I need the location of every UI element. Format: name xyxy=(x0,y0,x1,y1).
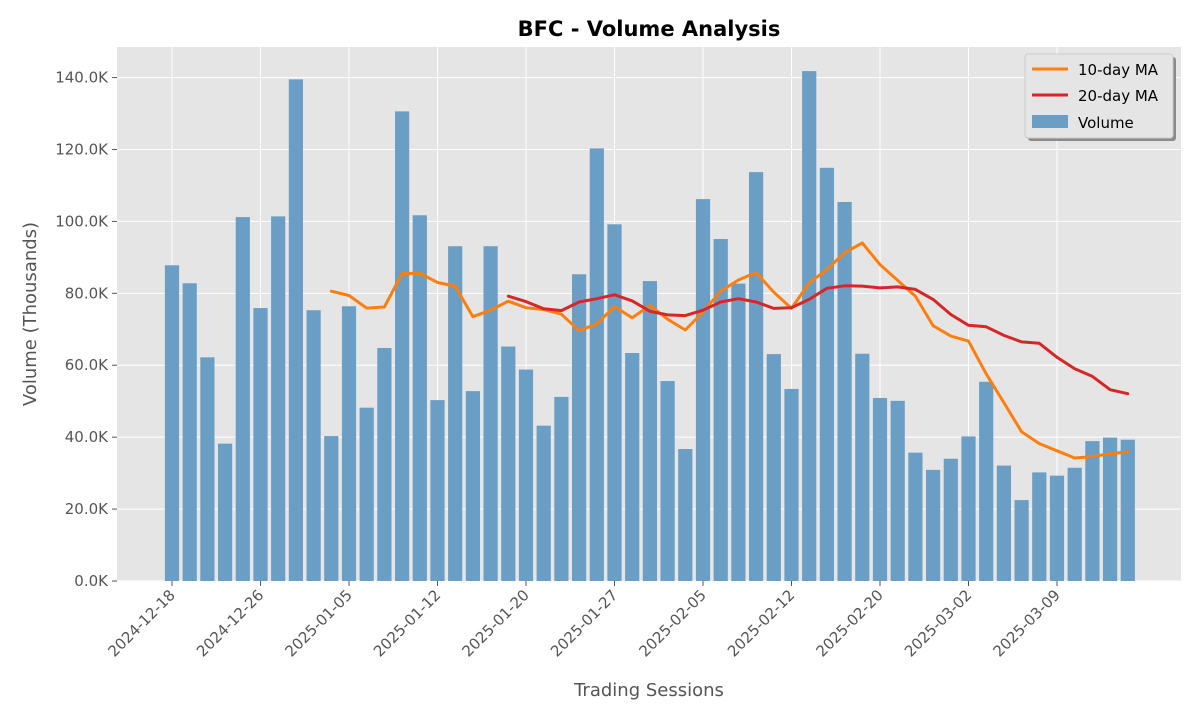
x-tick-label: 2024-12-26 xyxy=(193,586,267,660)
volume-bar xyxy=(872,397,888,581)
volume-bar xyxy=(1085,441,1100,581)
volume-bar xyxy=(306,310,321,581)
y-tick-label: 100.0K xyxy=(55,212,109,230)
volume-bar xyxy=(1014,500,1029,581)
volume-bar xyxy=(377,347,392,581)
volume-bar xyxy=(341,306,357,581)
y-tick-label: 120.0K xyxy=(55,140,109,158)
y-axis-label: Volume (Thousands) xyxy=(20,222,41,406)
volume-bar xyxy=(200,357,215,581)
volume-bar xyxy=(979,381,994,581)
y-tick-label: 20.0K xyxy=(65,500,109,518)
volume-bar xyxy=(731,283,746,581)
volume-bar xyxy=(412,215,427,582)
volume-bar xyxy=(607,224,622,581)
volume-bar xyxy=(554,396,569,581)
volume-bar xyxy=(218,443,233,581)
legend: 10-day MA 20-day MA Volume xyxy=(1024,53,1176,141)
volume-bar xyxy=(625,353,640,581)
x-tick-label: 2025-01-12 xyxy=(370,586,444,660)
volume-bar xyxy=(1067,467,1082,581)
volume-bar xyxy=(908,452,923,581)
x-axis-label: Trading Sessions xyxy=(573,680,724,701)
volume-bar xyxy=(819,167,834,581)
x-tick-label: 2024-12-18 xyxy=(104,586,178,660)
x-tick-label: 2025-02-20 xyxy=(812,586,886,660)
volume-bar xyxy=(288,79,303,581)
y-tick-label: 40.0K xyxy=(65,428,109,446)
volume-bar xyxy=(802,71,817,581)
volume-bar xyxy=(518,369,534,581)
volume-bar xyxy=(943,458,958,581)
volume-bar xyxy=(890,400,905,581)
volume-bar xyxy=(324,436,339,581)
moving-average-lines xyxy=(329,241,1130,460)
volume-bar xyxy=(271,216,286,581)
ma20-line xyxy=(506,284,1130,396)
volume-bar xyxy=(855,353,870,581)
x-tick-label: 2025-01-05 xyxy=(281,586,355,660)
y-tick-label: 80.0K xyxy=(65,284,109,302)
x-tick-label: 2025-01-27 xyxy=(547,586,621,660)
volume-bar xyxy=(996,465,1011,581)
y-tick-label: 0.0K xyxy=(74,572,109,590)
volume-bar xyxy=(660,381,675,581)
volume-bar xyxy=(749,172,764,581)
legend-swatch-volume xyxy=(1032,115,1068,128)
x-tick-label: 2025-03-02 xyxy=(901,586,975,660)
x-tick-label: 2025-03-09 xyxy=(989,586,1063,660)
volume-bar xyxy=(678,449,693,581)
volume-bar xyxy=(926,469,941,581)
volume-bar xyxy=(589,148,604,581)
volume-bar xyxy=(235,217,250,582)
volume-bar xyxy=(1120,439,1135,581)
volume-bar xyxy=(395,111,410,581)
y-tick-label: 60.0K xyxy=(65,356,109,374)
volume-bar xyxy=(182,283,197,581)
volume-bar xyxy=(501,346,516,581)
volume-bar xyxy=(536,425,551,581)
x-axis-ticks: 2024-12-18 2024-12-26 2025-01-05 2025-01-12… xyxy=(104,581,1064,660)
legend-label-ma10: 10-day MA xyxy=(1078,61,1159,79)
volume-bar xyxy=(1049,475,1065,581)
legend-label-volume: Volume xyxy=(1078,114,1134,132)
volume-bar xyxy=(784,388,799,581)
volume-bar xyxy=(448,246,463,581)
volume-bar xyxy=(713,239,728,582)
ma10-line xyxy=(329,241,1130,460)
volume-bar xyxy=(572,274,587,581)
volume-bars xyxy=(164,71,1135,582)
x-tick-label: 2025-02-05 xyxy=(635,586,709,660)
volume-bar xyxy=(766,354,781,581)
volume-bar xyxy=(961,436,976,581)
volume-bar xyxy=(1103,437,1118,581)
volume-bar xyxy=(1032,472,1047,581)
legend-label-ma20: 20-day MA xyxy=(1078,87,1159,105)
volume-bar xyxy=(164,265,180,581)
volume-bar xyxy=(359,407,374,581)
volume-bar xyxy=(483,246,498,581)
volume-bar xyxy=(430,400,445,581)
chart-title: BFC - Volume Analysis xyxy=(518,17,781,41)
x-tick-label: 2025-02-12 xyxy=(724,586,798,660)
volume-bar xyxy=(695,199,711,582)
y-axis-ticks: 0.0K 20.0K 40.0K 60.0K 80.0K 100.0K 120.0K 140.… xyxy=(55,69,117,590)
volume-bar xyxy=(253,308,268,581)
volume-bar xyxy=(642,281,657,581)
x-tick-label: 2025-01-20 xyxy=(458,586,532,660)
volume-bar xyxy=(837,201,852,582)
y-tick-label: 140.0K xyxy=(55,69,109,87)
volume-bar xyxy=(465,391,480,581)
